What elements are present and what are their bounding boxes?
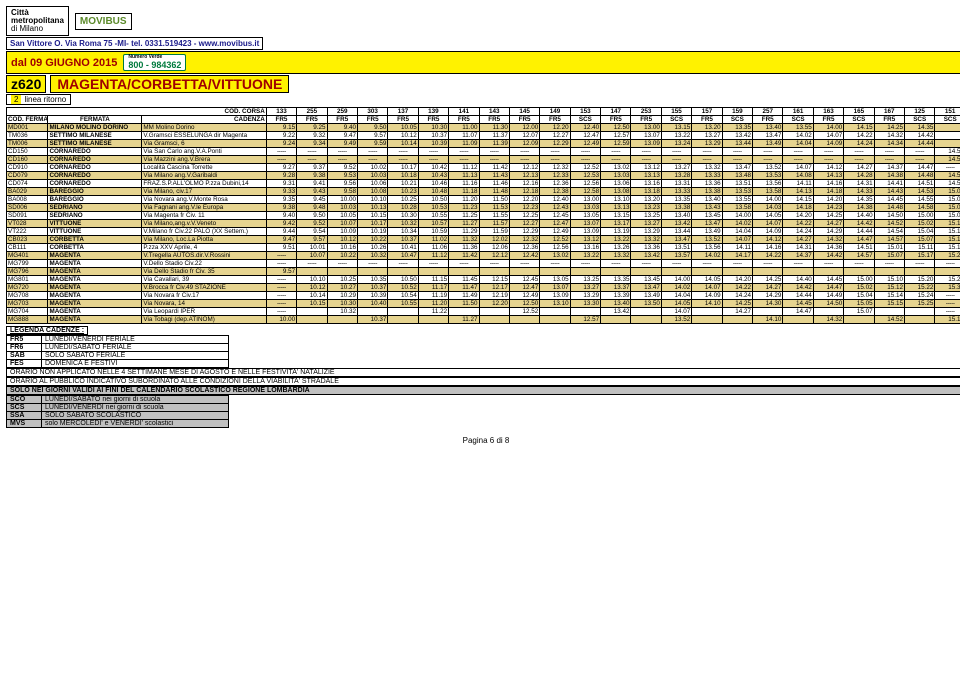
table-row: SD091SEDRIANOVia Magenta fr Civ. 119.409… xyxy=(7,212,960,220)
hdr-cod-corsa: COD. CORSA xyxy=(7,108,267,116)
legend-title: LEGENDA CADENZE : xyxy=(6,326,88,335)
timetable-head: COD. CORSA 13325525930313713914114314514… xyxy=(7,108,960,124)
hdr-fermata: FERMATA xyxy=(48,116,142,124)
call-number: 800 - 984362 xyxy=(128,60,181,70)
table-row: TM036SETTIMO MILANESEV.Gramsci ESSELUNGA… xyxy=(7,132,960,140)
legend-table-2: SCOLUNEDI/SABATO nei giorni di scuolaSCS… xyxy=(6,395,229,428)
table-row: BA029BAREGGIOVia Milano, civ.179.339.439… xyxy=(7,188,960,196)
table-row: TM006SETTIMO MILANESEVia Gramsci, 69.249… xyxy=(7,140,960,148)
hdr-cod-fermata: COD. FERMATA xyxy=(7,116,48,124)
date-bar: dal 09 GIUGNO 2015 Numero Verde 800 - 98… xyxy=(6,51,960,74)
timetable: COD. CORSA 13325525930313713914114314514… xyxy=(6,107,960,324)
line-name: MAGENTA/CORBETTA/VITTUONE xyxy=(50,75,289,93)
line-code: z620 xyxy=(6,75,46,93)
table-row: CB023CORBETTAVia Milano, Loc.La Piotta9.… xyxy=(7,236,960,244)
table-row: MG888MAGENTAVia Tobagi (dep.ATINOM)10.00… xyxy=(7,316,960,324)
table-row: VT222VITTUONEV.Milano fr Civ.22 PALO (XX… xyxy=(7,228,960,236)
table-row: CD150CORNAREDOVia San Carlo ang.V.A.Pont… xyxy=(7,148,960,156)
page-number: Pagina 6 di 8 xyxy=(6,436,960,445)
table-row: CD074CORNAREDOFRAZ.S.P.ALL'OLMO P.zza Du… xyxy=(7,180,960,188)
legend-table-1: FR5LUNEDI/VENERDI FERIALEFR6LUNEDI/SABAT… xyxy=(6,335,229,368)
note-1: ORARIO NON APPLICATO NELLE 4 SETTIMANE M… xyxy=(6,368,960,377)
address-bar: San Vittore O. Via Roma 75 -MI- tel. 033… xyxy=(6,37,263,50)
legend-row: MVSsolo MERCOLEDI' e VENERDI' scolastici xyxy=(7,420,229,428)
movibus-text: MOVIBUS xyxy=(80,16,127,27)
table-row: MG799MAGENTAV.Dello Stadio Civ.22-------… xyxy=(7,260,960,268)
table-row: MG720MAGENTAV.Brocca fr Civ.49 STAZIONE-… xyxy=(7,284,960,292)
table-row: CB111CORBETTAP.zza XXV Aprile, 49.5110.0… xyxy=(7,244,960,252)
movibus-logo: MOVIBUS xyxy=(75,13,132,30)
cm-line3: di Milano xyxy=(11,25,64,33)
legend-row: SCOLUNEDI/SABATO nei giorni di scuola xyxy=(7,396,229,404)
legend-row: FESDOMENICA E FESTIVI xyxy=(7,360,229,368)
cm-logo-text: Città metropolitana di Milano xyxy=(11,9,64,33)
row-cadenza: COD. FERMATA FERMATA CADENZA FR5FR5FR5FR… xyxy=(7,116,960,124)
table-row: SD006SEDRIANOVia Fagnani ang.V.le Europa… xyxy=(7,204,960,212)
line-subtitle: 2linea ritorno xyxy=(6,94,71,105)
line-sub-num: 2 xyxy=(11,95,21,104)
table-row: MG801MAGENTAVia Cavallari, 39-----10.101… xyxy=(7,276,960,284)
date-from: dal 09 GIUGNO 2015 xyxy=(11,57,117,69)
timetable-body: MD001MILANO MOLINO DORINOMM Molino Dorin… xyxy=(7,124,960,324)
cm-logo-box: Città metropolitana di Milano xyxy=(6,6,69,36)
legend-row: SCSLUNEDI/VENERDI nei giorni di scuola xyxy=(7,404,229,412)
note-highlight: SOLO NEI GIORNI VALIDI AI FINI DEL CALEN… xyxy=(6,386,960,395)
table-row: BA008BAREGGIOVia Novara ang.V.Monte Rosa… xyxy=(7,196,960,204)
table-row: MG704MAGENTAVia Leopardi IPER----- 10.32… xyxy=(7,308,960,316)
line-title-row: z620 MAGENTA/CORBETTA/VITTUONE xyxy=(6,75,960,93)
table-row: MG401MAGENTAV.Tregella AUTOS.dir.V.Rossi… xyxy=(7,252,960,260)
legend-row: FR6LUNEDI/SABATO FERIALE xyxy=(7,344,229,352)
hdr-cadenza: CADENZA xyxy=(142,116,266,124)
table-row: MG708MAGENTAVia Novara fr Civ.17-----10.… xyxy=(7,292,960,300)
table-row: VT028VITTUONEVia Milano,ang.v.V.Veneto9.… xyxy=(7,220,960,228)
table-row: CD910CORNAREDOLocalità Cascina Torrette9… xyxy=(7,164,960,172)
legend-row: SABSOLO SABATO FERIALE xyxy=(7,352,229,360)
line-sub-text: linea ritorno xyxy=(24,95,66,104)
table-row: MG796MAGENTAVia Dello Stadio fr Civ. 359… xyxy=(7,268,960,276)
header-logos: Città metropolitana di Milano MOVIBUS xyxy=(6,6,960,36)
legend-row: FR5LUNEDI/VENERDI FERIALE xyxy=(7,336,229,344)
table-row: MG703MAGENTAVia Novara, 14-----10.1510.3… xyxy=(7,300,960,308)
row-cod-corsa: COD. CORSA 13325525930313713914114314514… xyxy=(7,108,960,116)
table-row: CD079CORNAREDOVia Milano ang.V.Garibaldi… xyxy=(7,172,960,180)
table-row: CD160CORNAREDOVia Mazzini ang.V.Brera---… xyxy=(7,156,960,164)
table-row: MD001MILANO MOLINO DORINOMM Molino Dorin… xyxy=(7,124,960,132)
legend-row: SSASOLO SABATO SCOLASTICO xyxy=(7,412,229,420)
note-2: ORARIO AL PUBBLICO INDICATIVO SUBORDINAT… xyxy=(6,377,960,386)
call-box: Numero Verde 800 - 984362 xyxy=(123,54,186,71)
